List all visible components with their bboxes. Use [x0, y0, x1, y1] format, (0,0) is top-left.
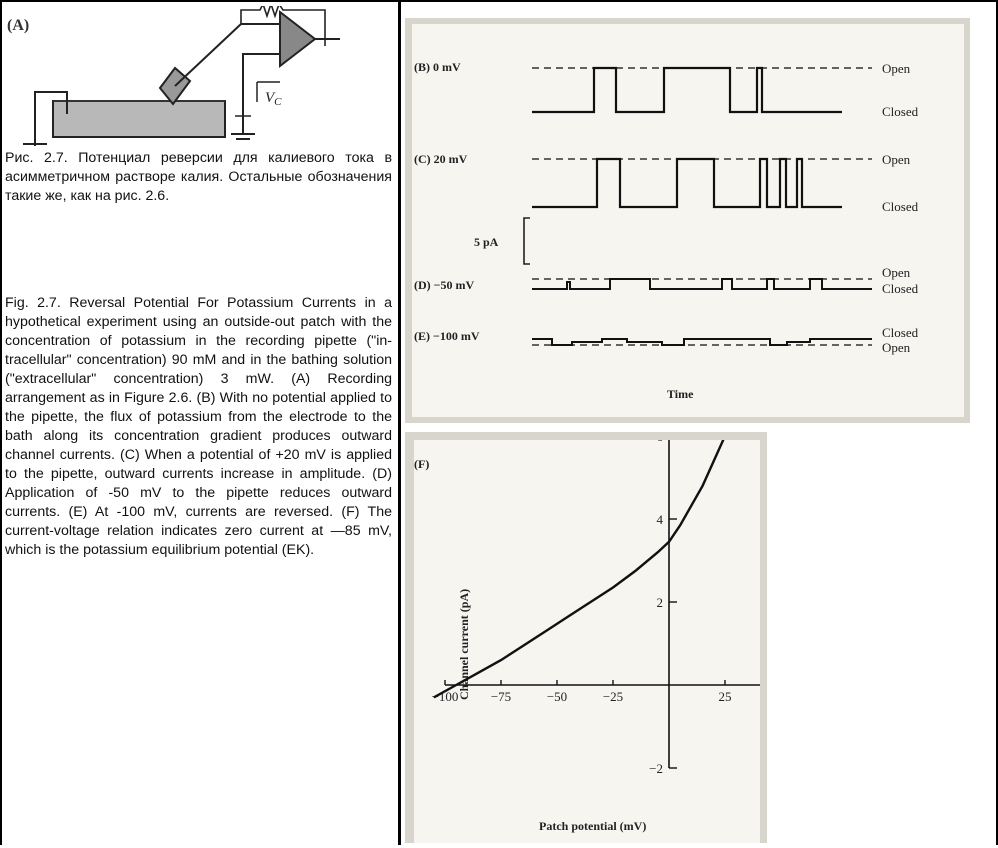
- trace-d: [532, 278, 872, 290]
- trace-e-closed-label: Closed: [882, 325, 919, 340]
- traces-xlabel: Time: [667, 387, 694, 401]
- iv-axes: [445, 436, 781, 768]
- trace-d-closed-label: Closed: [882, 281, 919, 296]
- single-channel-traces: (B) 0 mV Open Closed (C) 20 mV Open Clos…: [414, 60, 919, 401]
- right-border: [996, 0, 998, 845]
- trace-e: [532, 338, 872, 346]
- trace-d-label: (D) −50 mV: [414, 278, 474, 292]
- caption-russian: Рис. 2.7. Потенциал реверсии для калиево…: [5, 150, 392, 204]
- scale-bar: [523, 217, 530, 265]
- iv-curve-line: [433, 435, 727, 699]
- traces-figure: (B) 0 mV Open Closed (C) 20 mV Open Clos…: [412, 24, 964, 417]
- trace-c-closed-label: Closed: [882, 199, 919, 214]
- vc-label: VC: [265, 90, 282, 108]
- iv-ticks: −100−75−50−252550−2246: [432, 429, 788, 776]
- pipette-wire: [174, 23, 242, 87]
- panel-a-figure: (A) VC: [5, 1, 393, 156]
- panel-f-label: (F): [414, 457, 429, 471]
- trace-b-label: (B) 0 mV: [414, 60, 461, 74]
- column-divider: [398, 0, 401, 845]
- left-border: [0, 0, 2, 845]
- y-axis-label: Channel current (pA): [457, 589, 471, 700]
- trace-b-closed-label: Closed: [882, 104, 919, 119]
- bath-solution: [52, 100, 226, 138]
- x-tick-label: 25: [719, 689, 732, 704]
- scale-bar-label: 5 pA: [474, 235, 499, 249]
- x-axis-label: Patch potential (mV): [539, 819, 646, 833]
- y-tick-label: 2: [657, 595, 664, 610]
- amplifier-icon: [279, 9, 317, 69]
- y-tick-label: 6: [657, 440, 664, 444]
- iv-chart: (F) Patch potential (mV) Channel current…: [414, 429, 788, 833]
- ground-wire: [34, 91, 68, 156]
- panel-a-label: (A): [7, 17, 29, 34]
- patch-clamp-setup-icon: (A) VC: [7, 1, 340, 156]
- x-tick-label: −75: [491, 689, 511, 704]
- trace-e-open-label: Open: [882, 340, 911, 355]
- y-tick-label: 4: [657, 512, 664, 527]
- x-tick-label: −50: [547, 689, 567, 704]
- caption-english: Fig. 2.7. Reversal Potential For Potassi…: [5, 295, 392, 558]
- y-tick-label: −2: [649, 761, 663, 776]
- trace-b-open-label: Open: [882, 61, 911, 76]
- trace-c-label: (C) 20 mV: [414, 152, 468, 166]
- trace-c: [532, 157, 842, 209]
- trace-d-open-label: Open: [882, 265, 911, 280]
- trace-b: [532, 66, 842, 114]
- iv-figure: (F) Patch potential (mV) Channel current…: [414, 429, 788, 843]
- trace-c-open-label: Open: [882, 152, 911, 167]
- x-tick-label: −100: [432, 689, 459, 704]
- x-tick-label: −25: [603, 689, 623, 704]
- top-border: [0, 0, 998, 2]
- trace-e-label: (E) −100 mV: [414, 329, 480, 343]
